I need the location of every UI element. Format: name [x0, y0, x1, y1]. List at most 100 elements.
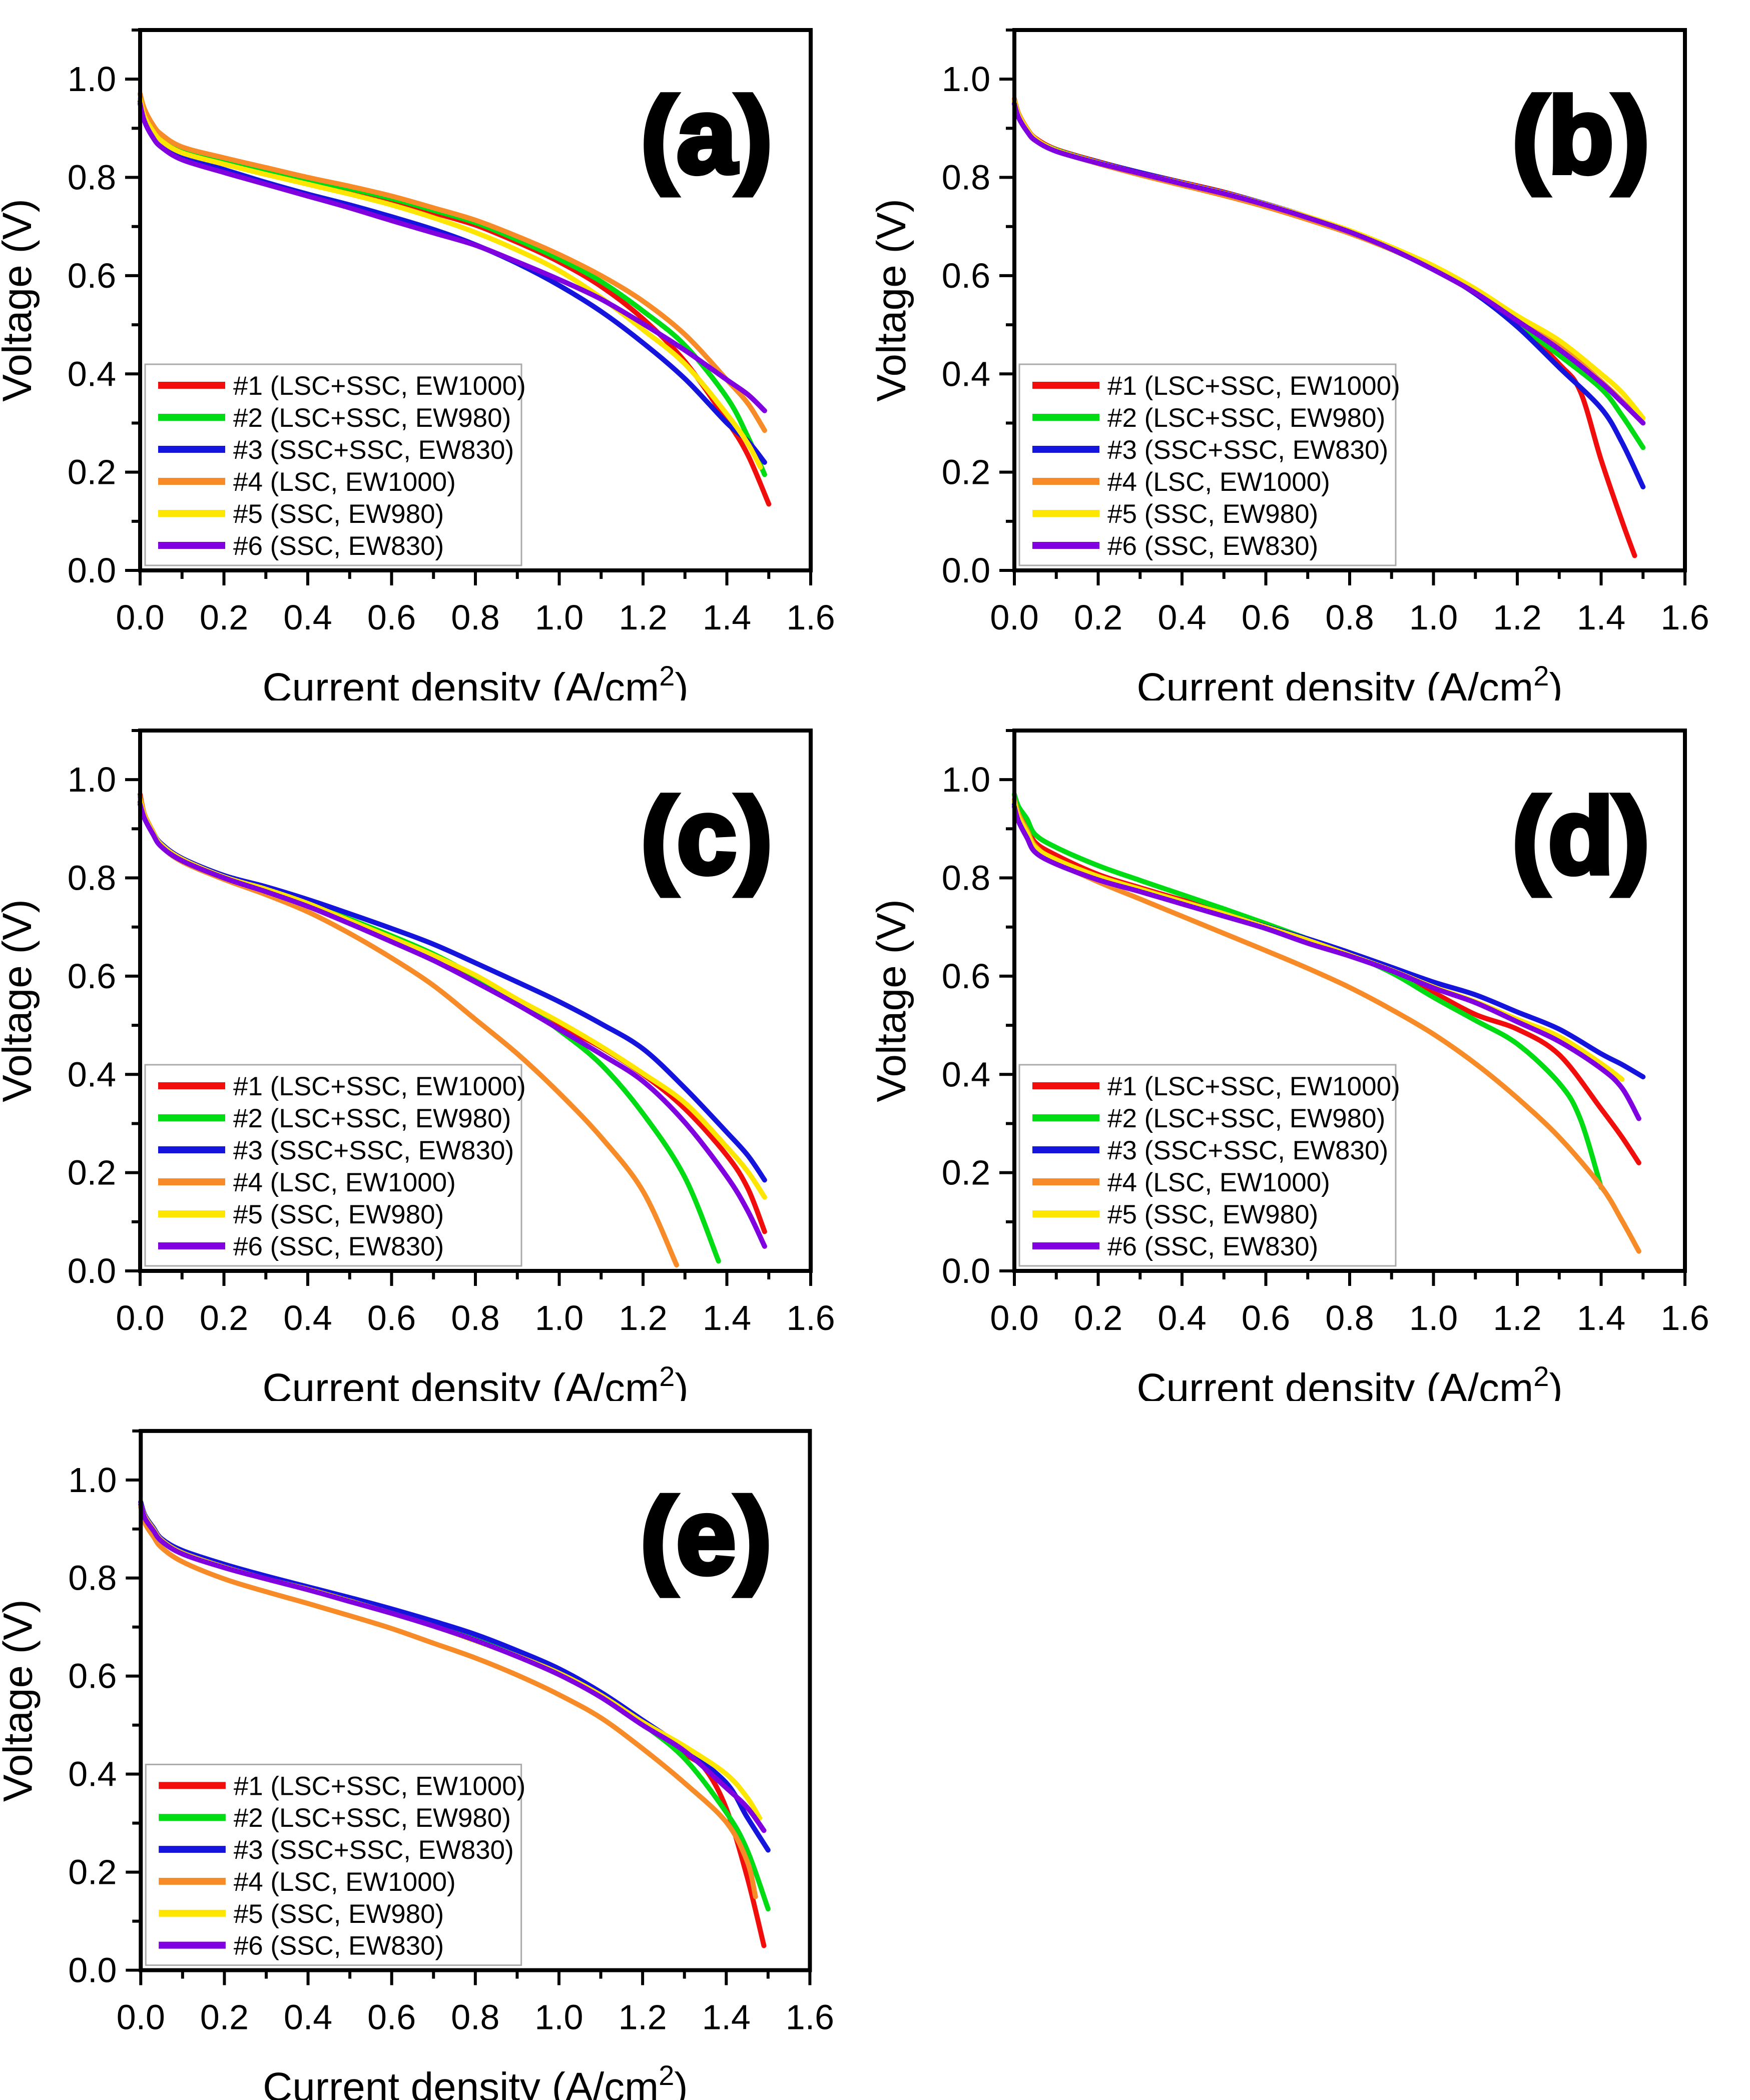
x-tick-label: 0.2	[200, 1997, 249, 2036]
x-tick-label: 1.6	[786, 1298, 835, 1337]
x-tick-label: 1.0	[1409, 598, 1458, 637]
y-tick-label: 0.8	[942, 859, 990, 898]
x-tick-label: 1.0	[535, 1298, 584, 1337]
legend: #1 (LSC+SSC, EW1000)#2 (LSC+SSC, EW980)#…	[1018, 363, 1400, 566]
legend-label-5: #5 (SSC, EW980)	[234, 1899, 444, 1929]
series-line-6	[138, 802, 767, 1249]
y-tick-label: 0.8	[68, 158, 116, 197]
axis-ticks	[125, 29, 812, 585]
plot-area: 0.0 0.2 0.4 0.6 0.8 1.0 1.2 1.4 1.60.00.20.40.60…	[874, 701, 1750, 1401]
legend: #1 (LSC+SSC, EW1000)#2 (LSC+SSC, EW980)#…	[144, 363, 526, 566]
y-tick-label: 0.0	[68, 551, 116, 590]
x-axis-title: Current density (A/cm2)	[263, 2059, 688, 2100]
plot-frame	[138, 729, 813, 1273]
x-tick-label: 0.6	[367, 1997, 416, 2036]
y-tick-label: 0.2	[68, 1853, 117, 1892]
y-tick-labels: 0.0 0.2 0.4 0.6 0.8 1.0	[68, 760, 116, 1290]
x-tick-label: 0.0	[990, 598, 1038, 637]
x-tick-label: 0.4	[283, 1298, 332, 1337]
legend-label-2: #2 (LSC+SSC, EW980)	[234, 1803, 511, 1833]
legend-label-4: #4 (LSC, EW1000)	[1107, 467, 1330, 497]
y-tick-label: 0.6	[942, 256, 990, 295]
chart-canvas-d: 0.0 0.2 0.4 0.6 0.8 1.0 1.2 1.4 1.60.00.20.40.60…	[874, 701, 1750, 1401]
y-tick-label: 0.8	[942, 158, 990, 197]
x-tick-label: 0.8	[451, 1298, 499, 1337]
legend-box	[144, 1064, 522, 1267]
panel-letter: (a)	[641, 75, 773, 196]
y-tick-label: 0.2	[942, 453, 990, 492]
y-tick-label: 1.0	[942, 60, 990, 99]
chart-canvas-e: 0.0 0.2 0.4 0.6 0.8 1.0 1.2 1.4 1.60.00.20.40.60…	[0, 1401, 875, 2100]
legend-label-3: #3 (SSC+SSC, EW830)	[1107, 435, 1388, 465]
series-curves	[138, 1499, 771, 1948]
legend-label-2: #2 (LSC+SSC, EW980)	[1107, 403, 1385, 433]
x-axis-title: Current density (A/cm2)	[262, 1360, 688, 1401]
legend-label-1: #1 (LSC+SSC, EW1000)	[234, 1771, 525, 1801]
panel-letter: (c)	[641, 776, 773, 896]
plot-area: 0.0 0.2 0.4 0.6 0.8 1.0 1.2 1.4 1.60.00.20.40.60…	[0, 1401, 875, 2100]
y-tick-label: 0.0	[942, 1251, 990, 1290]
legend: #1 (LSC+SSC, EW1000) #2 (LSC+SSC, EW980) #…	[144, 1064, 526, 1267]
x-tick-label: 1.0	[535, 598, 584, 637]
x-axis-title: Current density (A/cm2)	[1136, 660, 1562, 701]
plot-frame	[139, 1429, 812, 1972]
chart-canvas-a: 0.0 0.2 0.4 0.6 0.8 1.0 1.2 1.4 1.60.00.20.40.60…	[0, 0, 876, 701]
x-tick-label: 1.6	[1660, 1298, 1709, 1337]
x-tick-label: 0.4	[1157, 1298, 1206, 1337]
x-tick-label: 0.8	[1325, 1298, 1374, 1337]
series-curves	[138, 91, 772, 507]
y-tick-labels: 0.0 0.2 0.4 0.6 0.8 1.0	[68, 60, 116, 590]
legend-label-6: #6 (SSC, EW830)	[1107, 1232, 1318, 1261]
legend-box	[1018, 363, 1397, 566]
y-axis-title: Voltage (V)	[874, 199, 914, 402]
legend: #1 (LSC+SSC, EW1000)#2 (LSC+SSC, EW980)#…	[1018, 1064, 1400, 1267]
x-tick-label: 0.4	[283, 598, 332, 637]
y-axis-title: Voltage (V)	[0, 1599, 41, 1802]
series-line-4	[138, 91, 767, 433]
x-axis-title: Current density (A/cm2)	[1136, 1360, 1562, 1401]
plot-frame	[138, 28, 813, 572]
panel-d: 0.0 0.2 0.4 0.6 0.8 1.0 1.2 1.4 1.6 0.0 0.2 0.4 0.6 0…	[874, 701, 1750, 1401]
y-tick-label: 0.0	[68, 1251, 116, 1290]
x-tick-label: 0.2	[1074, 598, 1122, 637]
y-tick-label: 0.8	[68, 859, 116, 898]
x-tick-label: 0.8	[1325, 598, 1374, 637]
x-tick-label: 0.6	[367, 1298, 416, 1337]
x-tick-label: 1.6	[786, 1997, 834, 2036]
legend-label-2: #2 (LSC+SSC, EW980)	[233, 1104, 511, 1133]
legend-label-1: #1 (LSC+SSC, EW1000)	[1107, 371, 1400, 401]
x-tick-label: 0.0	[117, 1997, 165, 2036]
y-tick-label: 1.0	[68, 60, 116, 99]
x-tick-label: 1.4	[1577, 1298, 1625, 1337]
x-tick-label: 1.2	[1493, 1298, 1541, 1337]
series-line-4	[138, 1504, 758, 1899]
series-line-6	[138, 1502, 767, 1833]
x-tick-label: 0.6	[367, 598, 416, 637]
legend-label-4: #4 (LSC, EW1000)	[234, 1867, 456, 1897]
legend-label-1: #1 (LSC+SSC, EW1000)	[233, 1072, 526, 1101]
y-tick-label: 1.0	[68, 1461, 117, 1500]
x-tick-label: 1.6	[1660, 598, 1709, 637]
x-tick-label: 0.8	[451, 1997, 499, 2036]
panel-a: 0.0 0.2 0.4 0.6 0.8 1.0 1.2 1.4 1.6 0.0 0.2 0.4 0.6 0…	[0, 0, 876, 701]
y-axis-title: Voltage (V)	[0, 899, 40, 1102]
series-curves	[138, 792, 767, 1268]
y-tick-labels: 0.0 0.2 0.4 0.6 0.8 1.0	[942, 60, 990, 590]
y-tick-label: 0.4	[942, 354, 990, 393]
x-tick-label: 0.2	[200, 598, 248, 637]
legend-label-5: #5 (SSC, EW980)	[233, 1200, 444, 1229]
y-tick-label: 1.0	[68, 760, 116, 799]
legend-label-4: #4 (LSC, EW1000)	[233, 1168, 456, 1197]
y-tick-label: 0.2	[942, 1153, 990, 1192]
legend-label-2: #2 (LSC+SSC, EW980)	[1107, 1104, 1385, 1133]
y-tick-label: 1.0	[942, 760, 990, 799]
y-tick-label: 0.6	[68, 1657, 117, 1696]
x-tick-label: 0.2	[1074, 1298, 1122, 1337]
series-line-5	[138, 96, 763, 470]
panel-letter: (e)	[641, 1477, 772, 1596]
legend-label-2: #2 (LSC+SSC, EW980)	[233, 403, 511, 433]
series-line-6	[138, 101, 767, 413]
y-tick-label: 0.4	[942, 1055, 990, 1094]
panel-letter: (d)	[1512, 776, 1650, 896]
